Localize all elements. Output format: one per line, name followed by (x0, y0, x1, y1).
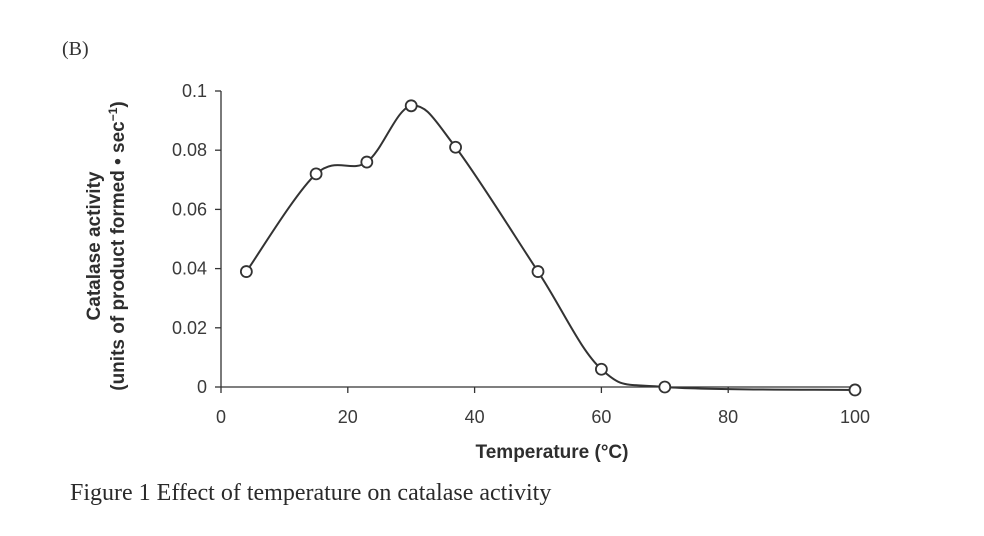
x-tick-label: 20 (338, 407, 358, 427)
y-tick-label: 0.08 (172, 140, 207, 160)
y-ticks: 0 0.02 0.04 0.06 0.08 0.1 (172, 81, 221, 397)
y-tick-label: 0.04 (172, 259, 207, 279)
y-axis-title-line1: Catalase activity (84, 171, 105, 320)
data-points (239, 99, 862, 397)
data-point (239, 265, 253, 278)
x-tick-label: 40 (465, 407, 485, 427)
y-axis-unit-close: ) (108, 101, 129, 107)
data-point (404, 99, 418, 113)
x-tick-label: 80 (718, 407, 738, 427)
y-tick-label: 0.1 (182, 81, 207, 101)
data-point (309, 167, 323, 181)
axes (220, 91, 855, 388)
y-axis-title: Catalase activity (units of product form… (84, 101, 129, 391)
y-tick-label: 0 (197, 377, 207, 397)
y-axis-title-line2: (units of product formed • sec−1) (106, 101, 129, 391)
x-tick-label: 100 (840, 407, 870, 427)
data-point (595, 362, 608, 376)
x-axis-title: Temperature (°C) (476, 442, 629, 463)
figure-caption: Figure 1 Effect of temperature on catala… (70, 480, 552, 506)
x-tick-label: 60 (591, 407, 611, 427)
x-tick-label: 0 (216, 407, 226, 427)
y-axis-unit-superscript: −1 (106, 107, 120, 121)
data-point (360, 155, 374, 169)
x-ticks: 0 20 40 60 80 100 (216, 387, 870, 427)
panel-label: (B) (62, 38, 89, 60)
data-point (658, 380, 672, 394)
y-tick-label: 0.02 (172, 318, 207, 338)
y-tick-label: 0.06 (172, 199, 207, 219)
y-axis-unit-text: (units of product formed • sec (108, 121, 129, 391)
data-point (531, 265, 545, 278)
data-point (848, 383, 862, 397)
series-line (245, 104, 856, 391)
data-point (449, 140, 462, 154)
